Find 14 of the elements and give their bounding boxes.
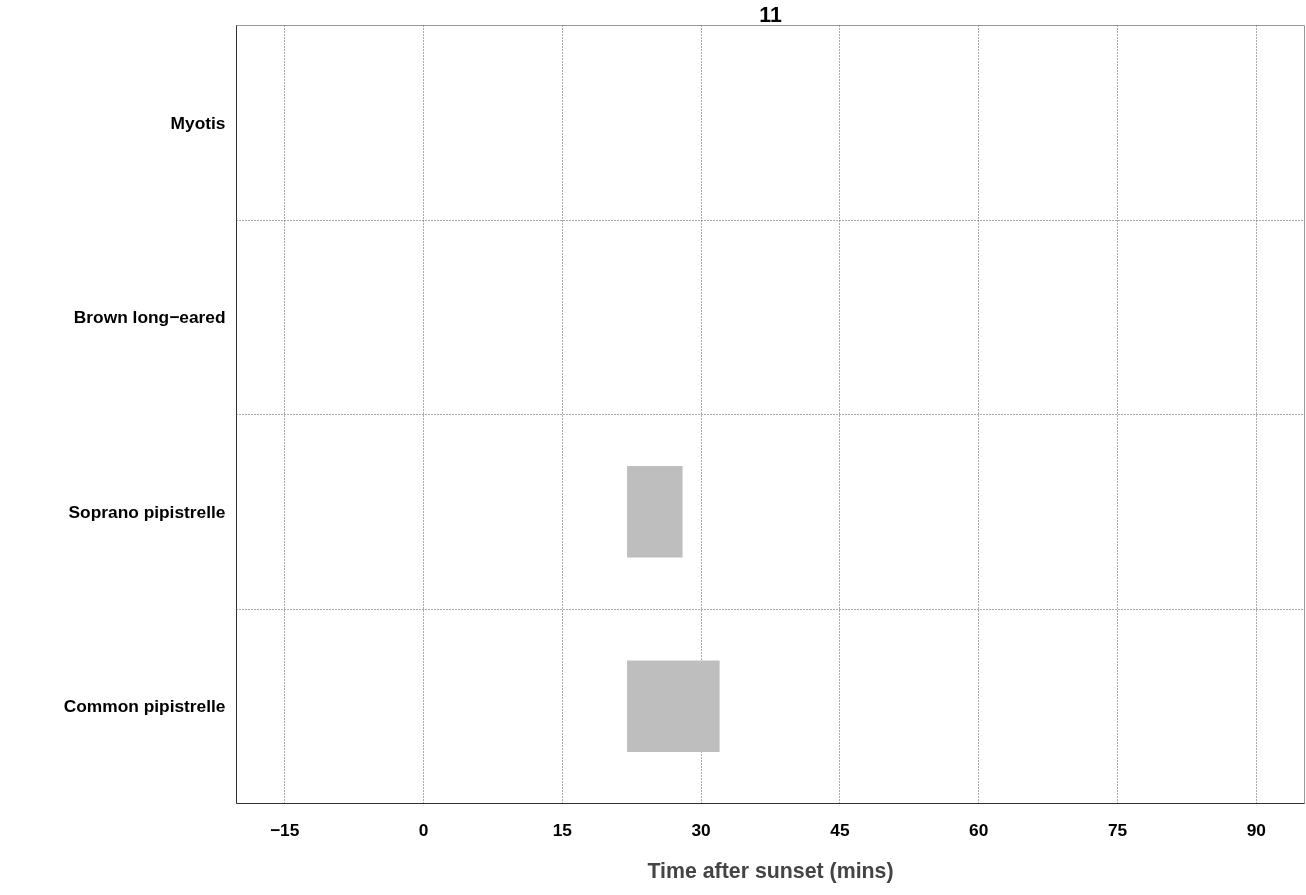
y-tick-label: Common pipistrelle (63, 696, 226, 717)
x-tick-label: −15 (269, 819, 300, 840)
y-tick-label: Brown long−eared (73, 307, 226, 328)
x-tick-label: 90 (1246, 819, 1267, 840)
y-tick-label: Myotis (170, 112, 226, 133)
x-tick-label: 45 (830, 819, 850, 840)
x-tick-label: 0 (418, 819, 429, 840)
x-tick-label: 60 (969, 819, 989, 840)
x-tick-label: 15 (552, 819, 573, 840)
y-tick-label: Soprano pipistrelle (68, 501, 226, 522)
x-tick-label: 75 (1107, 819, 1128, 840)
x-tick-label: 30 (691, 819, 711, 840)
chart-title: 11 (759, 2, 782, 27)
x-axis-title: Time after sunset (mins) (647, 858, 894, 883)
